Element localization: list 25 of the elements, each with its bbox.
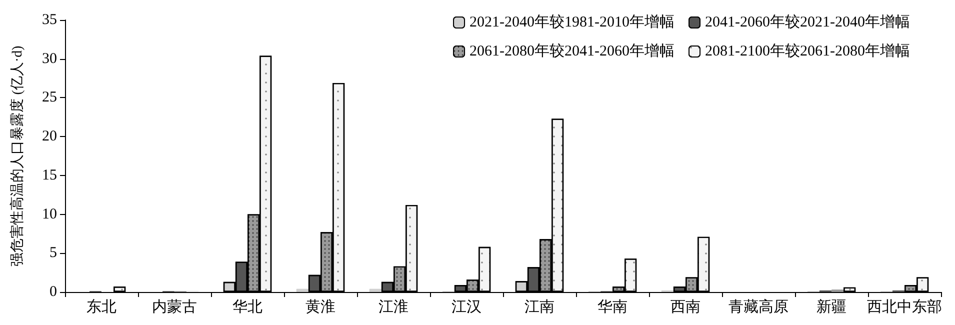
legend-label: 2061-2080年较2041-2060年增幅	[470, 42, 675, 60]
x-tick-label: 江汉	[452, 298, 482, 316]
x-tick-label: 黄淮	[306, 298, 336, 316]
y-tick-label: 15	[42, 167, 57, 184]
legend-label: 2041-2060年较2021-2040年增幅	[705, 14, 910, 30]
y-tick-label: 25	[42, 90, 57, 106]
y-tick-label: 20	[42, 128, 57, 145]
legend-label: 2021-2040年较1981-2010年增幅	[470, 14, 675, 30]
y-tick-label: 35	[42, 12, 57, 28]
x-tick-label: 华南	[598, 298, 628, 316]
y-tick-label: 10	[42, 206, 57, 222]
y-tick-label: 0	[50, 284, 57, 300]
x-tick-label: 内蒙古	[152, 298, 197, 316]
legend-label: 2081-2100年较2061-2080年增幅	[705, 42, 910, 60]
x-tick-label: 青藏高原	[728, 298, 788, 316]
x-tick-label: 新疆	[816, 298, 846, 316]
x-tick-label: 西北中东部	[867, 298, 942, 316]
x-tick-label: 江淮	[378, 298, 408, 316]
y-tick-label: 30	[42, 50, 57, 67]
x-tick-label: 西南	[670, 298, 700, 316]
y-tick-label: 5	[50, 245, 57, 262]
x-tick-label: 华北	[232, 298, 262, 316]
x-tick-label: 江南	[524, 298, 554, 316]
y-axis-title: 强危害性高温的人口暴露度 (亿人·d)	[10, 45, 26, 266]
x-tick-label: 东北	[86, 298, 116, 316]
